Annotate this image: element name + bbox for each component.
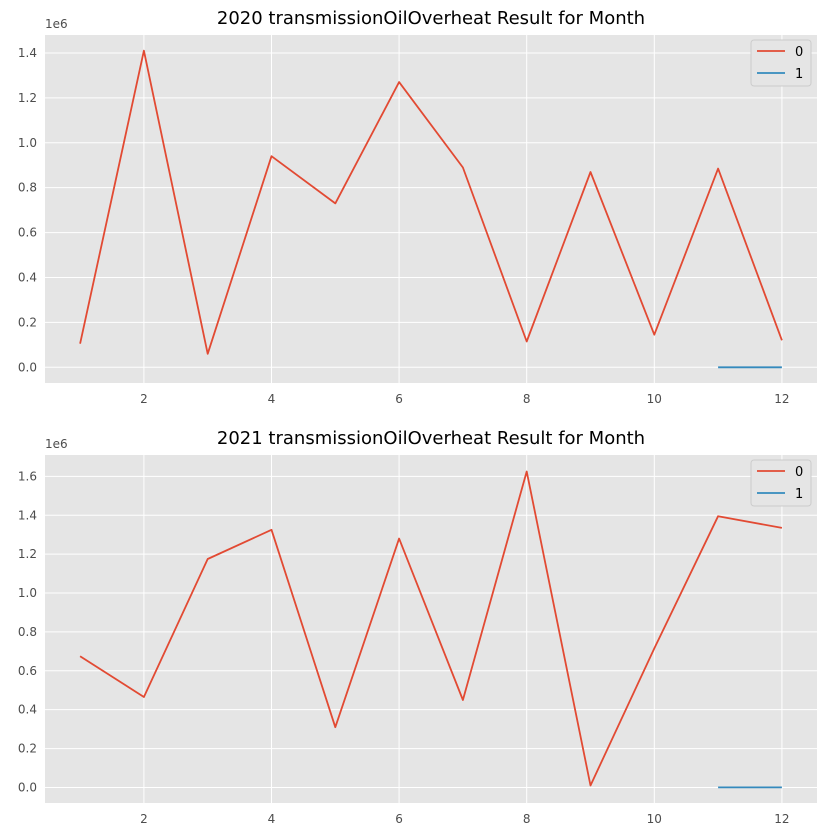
chart-title-2021: 2021 transmissionOilOverheat Result for … (217, 428, 645, 449)
x-tick-label-2020: 12 (774, 392, 789, 406)
y-tick-label-2021: 1.2 (18, 547, 37, 561)
y-tick-label-2021: 0.2 (18, 742, 37, 756)
legend-label-1-2021: 1 (795, 487, 803, 502)
subplot-2021: 2 4 6 8 10 120.00.20.40.60.81.01.21.41.6 1e6 … (18, 428, 817, 826)
plot-area-2021 (45, 455, 817, 803)
y-tick-label-2021: 1.0 (18, 586, 37, 600)
x-tick-label-2021: 4 (268, 812, 276, 826)
y-offset-label-2020: 1e6 (45, 17, 68, 31)
y-tick-label-2021: 0.4 (18, 703, 37, 717)
legend-label-0-2020: 0 (795, 45, 803, 60)
x-tick-label-2020: 6 (395, 392, 403, 406)
legend-label-0-2021: 0 (795, 465, 803, 480)
x-tick-label-2021: 12 (774, 812, 789, 826)
x-tick-label-2021: 10 (647, 812, 662, 826)
y-tick-label-2020: 0.0 (18, 360, 37, 374)
y-tick-label-2021: 1.6 (18, 469, 37, 483)
x-tick-label-2020: 10 (647, 392, 662, 406)
grid-2020 (45, 35, 817, 383)
series-0-line-2020 (79, 49, 783, 355)
chart-title-2020: 2020 transmissionOilOverheat Result for … (217, 8, 645, 29)
y-tick-label-2020: 0.6 (18, 226, 37, 240)
y-tick-label-2020: 1.2 (18, 91, 37, 105)
legend-label-1-2020: 1 (795, 67, 803, 82)
y-tick-label-2020: 0.4 (18, 270, 37, 284)
legend-2020: 0 1 (750, 39, 812, 87)
x-tick-label-2020: 2 (140, 392, 148, 406)
x-tick-label-2020: 4 (268, 392, 276, 406)
tick-labels-2021: 2 4 6 8 10 12 0.0 0.2 0.4 0.6 0.8 1.0 1.2 1.4 1.6 (18, 469, 790, 826)
x-tick-label-2021: 6 (395, 812, 403, 826)
y-tick-label-2020: 0.8 (18, 181, 37, 195)
x-tick-label-2020: 8 (523, 392, 531, 406)
x-tick-label-2021: 8 (523, 812, 531, 826)
plot-area-2020 (45, 35, 817, 383)
tick-labels-2020: 2 4 6 8 10 12 0.0 0.2 0.4 0.6 0.8 1.0 1.2 1.4 (18, 46, 790, 406)
series-lines-2021 (79, 470, 783, 789)
x-tick-label-2021: 2 (140, 812, 148, 826)
grid-2021 (45, 455, 817, 803)
y-tick-label-2021: 0.0 (18, 780, 37, 794)
subplot-2020: 2 4 6 8 10 120.00.20.40.60.81.01.21.4 1e6 202… (18, 8, 817, 406)
y-offset-label-2021: 1e6 (45, 437, 68, 451)
y-tick-label-2021: 1.4 (18, 508, 37, 522)
y-tick-label-2021: 0.6 (18, 664, 37, 678)
legend-2021: 0 1 (750, 459, 812, 507)
series-lines-2020 (79, 49, 783, 369)
y-tick-label-2020: 1.0 (18, 136, 37, 150)
series-0-line-2021 (79, 470, 783, 787)
y-tick-label-2020: 0.2 (18, 315, 37, 329)
y-tick-label-2020: 1.4 (18, 46, 37, 60)
y-tick-label-2021: 0.8 (18, 625, 37, 639)
